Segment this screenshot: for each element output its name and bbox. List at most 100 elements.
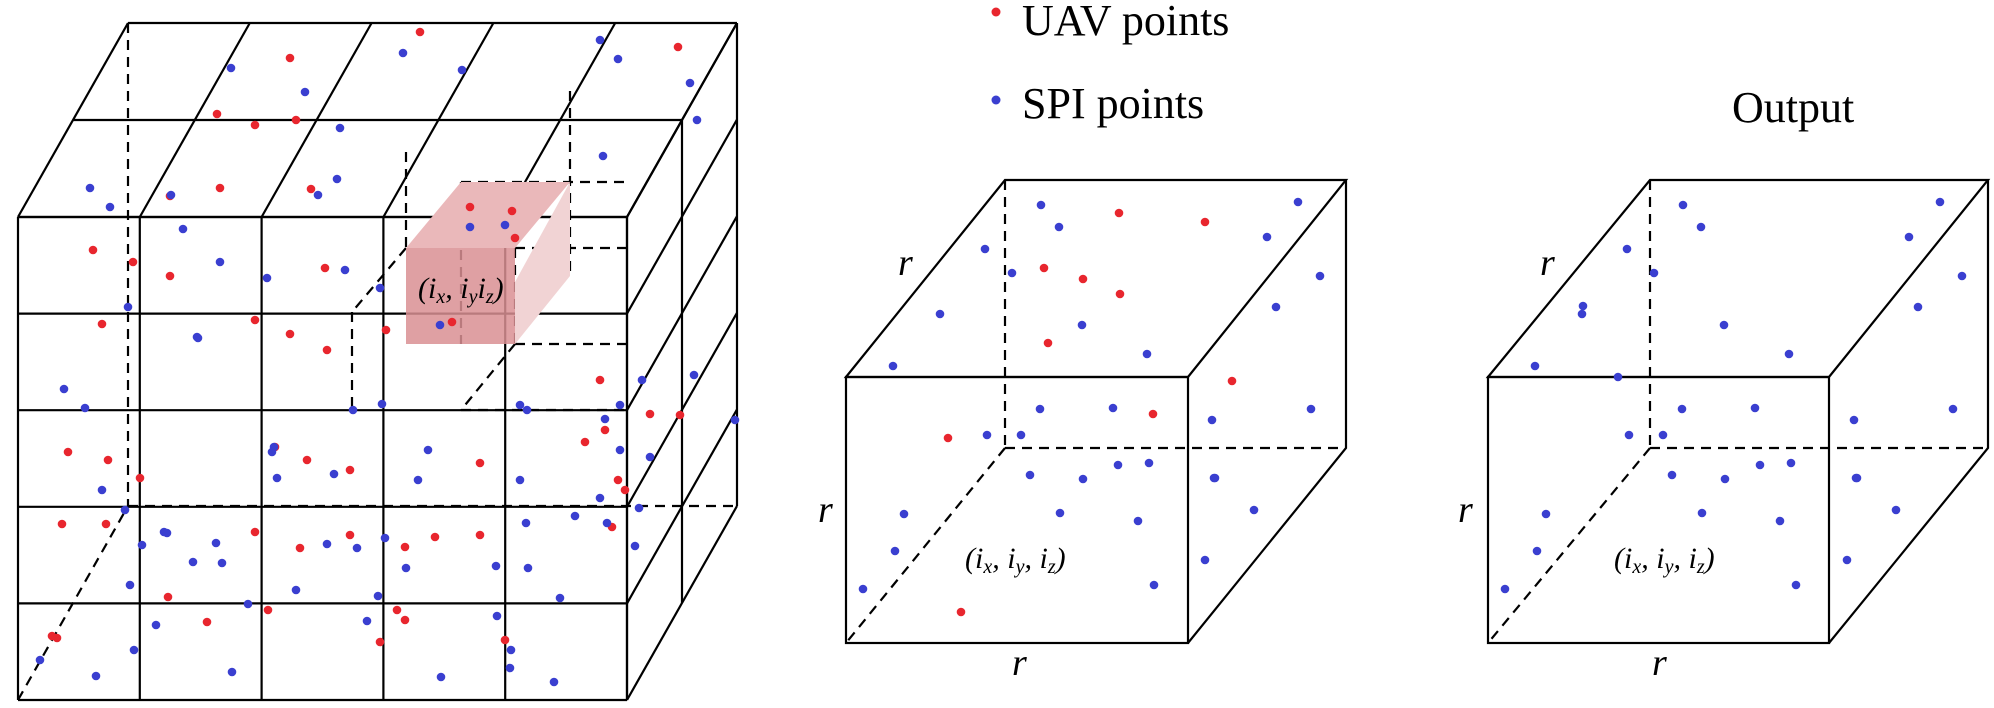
uav-point bbox=[1078, 274, 1088, 284]
uav-point bbox=[507, 206, 517, 216]
uav-point bbox=[250, 315, 260, 325]
spi-point bbox=[692, 115, 702, 125]
uav-point bbox=[320, 263, 330, 273]
uav-point bbox=[673, 42, 683, 52]
spi-point bbox=[1658, 430, 1668, 440]
spi-point bbox=[151, 620, 161, 630]
spi-point bbox=[85, 183, 95, 193]
spi-point bbox=[436, 672, 446, 682]
uav-point bbox=[250, 527, 260, 537]
uav-point bbox=[285, 53, 295, 63]
spi-point bbox=[262, 273, 272, 283]
spi-point bbox=[1678, 200, 1688, 210]
spi-point bbox=[602, 518, 612, 528]
spi-point bbox=[1133, 516, 1143, 526]
uav-point bbox=[465, 202, 475, 212]
spi-point bbox=[162, 528, 172, 538]
spi-point bbox=[492, 611, 502, 621]
spi-point bbox=[1149, 580, 1159, 590]
uav-point bbox=[1227, 376, 1237, 386]
input-cell-points bbox=[858, 197, 1325, 617]
spi-point bbox=[1904, 232, 1914, 242]
uav-point bbox=[475, 530, 485, 540]
uav-point bbox=[285, 329, 295, 339]
legend-spi-label: SPI points bbox=[1022, 79, 1204, 128]
uav-point bbox=[613, 475, 623, 485]
spi-point bbox=[215, 257, 225, 267]
spi-point bbox=[858, 584, 868, 594]
spi-point bbox=[1948, 404, 1958, 414]
grid-points bbox=[35, 27, 740, 687]
spi-point bbox=[980, 244, 990, 254]
uav-point bbox=[263, 605, 273, 615]
spi-point bbox=[1500, 584, 1510, 594]
spi-point bbox=[340, 265, 350, 275]
spi-point bbox=[595, 493, 605, 503]
spi-point bbox=[123, 302, 133, 312]
spi-point bbox=[1262, 232, 1272, 242]
hidden-grid-line bbox=[17, 505, 129, 701]
spi-point bbox=[1016, 430, 1026, 440]
uav-point bbox=[1114, 208, 1124, 218]
spi-point bbox=[888, 361, 898, 371]
uav-point bbox=[103, 455, 113, 465]
highlighted-voxel-side bbox=[515, 182, 570, 344]
uav-point bbox=[101, 519, 111, 529]
spi-point bbox=[1622, 244, 1632, 254]
spi-point bbox=[637, 375, 647, 385]
spi-point bbox=[1842, 555, 1852, 565]
uav-point bbox=[580, 437, 590, 447]
uav-point bbox=[475, 458, 485, 468]
spi-point bbox=[129, 645, 139, 655]
spi-point bbox=[267, 447, 277, 457]
spi-point bbox=[348, 405, 358, 415]
input-r-left: r bbox=[818, 489, 833, 531]
spi-point bbox=[188, 557, 198, 567]
spi-point bbox=[1054, 222, 1064, 232]
spi-point bbox=[1677, 404, 1687, 414]
spi-point bbox=[313, 190, 323, 200]
spi-point bbox=[178, 224, 188, 234]
highlighted-voxel-front bbox=[406, 248, 515, 344]
uav-point bbox=[675, 410, 685, 420]
uav-point bbox=[375, 637, 385, 647]
spi-point bbox=[166, 190, 176, 200]
uav-point bbox=[250, 120, 260, 130]
spi-point bbox=[80, 403, 90, 413]
spi-point bbox=[1786, 458, 1796, 468]
uav-point bbox=[128, 257, 138, 267]
spi-point bbox=[1530, 361, 1540, 371]
spi-point bbox=[515, 475, 525, 485]
uav-point bbox=[165, 271, 175, 281]
spi-point bbox=[595, 35, 605, 45]
output-cell-points bbox=[1500, 197, 1967, 594]
input-voxel-cell: r r r (ix, iy, iz) bbox=[818, 178, 1349, 684]
spi-point bbox=[935, 309, 945, 319]
legend-uav-label: UAV points bbox=[1022, 0, 1229, 45]
spi-point bbox=[1532, 546, 1542, 556]
uav-point bbox=[135, 473, 145, 483]
output-cell-edges bbox=[1485, 178, 1991, 645]
spi-point bbox=[1249, 505, 1259, 515]
uav-point bbox=[1115, 289, 1125, 299]
spi-point bbox=[613, 54, 623, 64]
uav-point bbox=[212, 109, 222, 119]
spi-point bbox=[515, 400, 525, 410]
uav-point bbox=[595, 375, 605, 385]
spi-point bbox=[1913, 302, 1923, 312]
spi-point bbox=[505, 663, 515, 673]
uav-point bbox=[88, 245, 98, 255]
uav-point bbox=[322, 345, 332, 355]
spi-point bbox=[1541, 509, 1551, 519]
uav-point bbox=[302, 455, 312, 465]
spi-point bbox=[120, 505, 130, 515]
spi-point bbox=[137, 540, 147, 550]
spi-point bbox=[1200, 555, 1210, 565]
spi-point bbox=[689, 370, 699, 380]
spi-point bbox=[401, 563, 411, 573]
spi-point bbox=[523, 563, 533, 573]
spi-point bbox=[300, 87, 310, 97]
uav-point bbox=[400, 615, 410, 625]
spi-point bbox=[1306, 404, 1316, 414]
